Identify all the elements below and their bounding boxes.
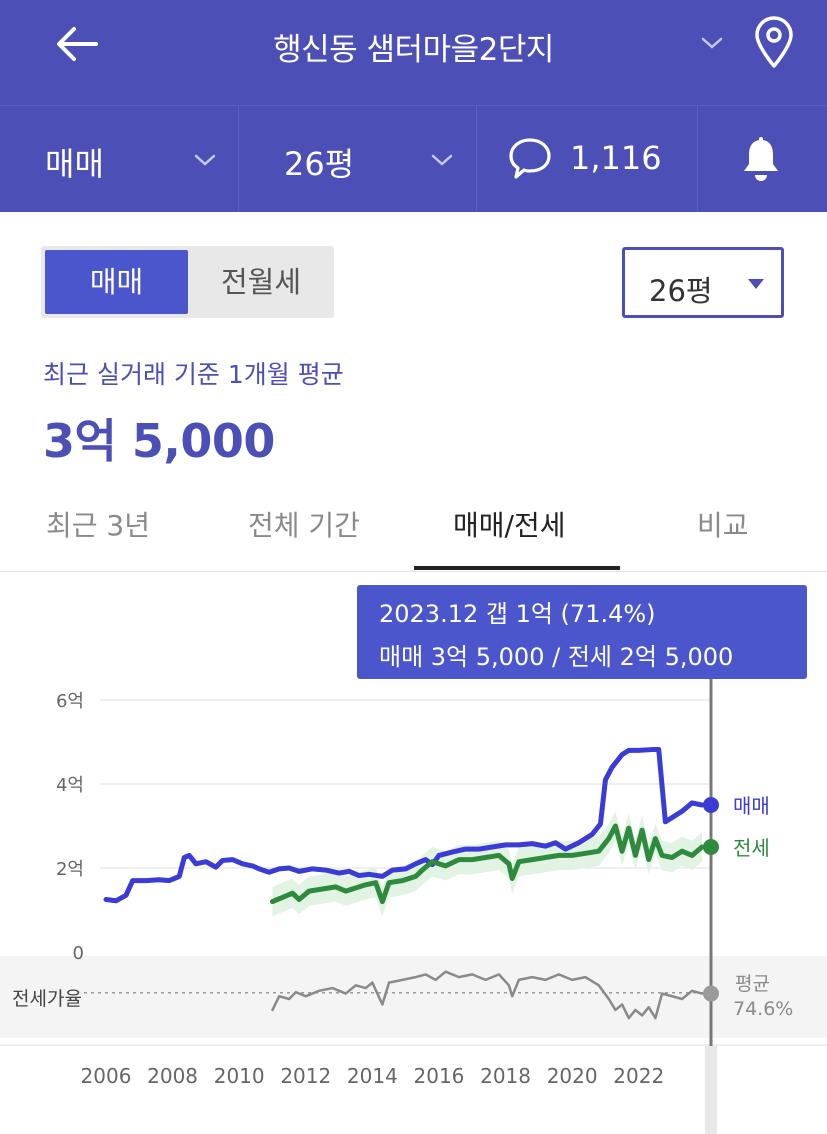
- ratio-endpoint-dot: [703, 985, 719, 1002]
- x-tick-label: 2020: [547, 1064, 598, 1088]
- sale-price-line: [103, 747, 705, 904]
- jeonse-series-label: 전세: [733, 836, 770, 860]
- x-tick-label: 2006: [81, 1064, 132, 1088]
- ratio-average-value: 74.6%: [733, 998, 793, 1020]
- size-dropdown[interactable]: 26평: [239, 106, 477, 212]
- ratio-band: [0, 956, 827, 1038]
- tab-all-period[interactable]: 전체 기간: [248, 509, 360, 542]
- average-price: 3억 5,000: [43, 414, 275, 468]
- chart-tooltip: 2023.12 갭 1억 (71.4%) 매매 3억 5,000 / 전세 2억…: [357, 585, 807, 679]
- size-select[interactable]: 26평: [622, 247, 784, 318]
- jeonse-range-band: [272, 811, 703, 917]
- jeonse-endpoint-dot: [703, 839, 719, 855]
- tooltip-price-line: 매매 3억 5,000 / 전세 2억 5,000: [379, 643, 734, 671]
- ratio-axis-label: 전세가율: [12, 988, 82, 1010]
- toggle-sale[interactable]: 매매: [45, 250, 188, 314]
- x-tick-label: 2010: [214, 1064, 265, 1088]
- x-tick-label: 2012: [280, 1064, 331, 1088]
- jeonse-ratio-line: [271, 970, 704, 1020]
- bell-icon: [744, 137, 778, 181]
- y-tick-label: 0: [73, 943, 84, 964]
- trade-toggle: 매매 전월세: [41, 246, 334, 318]
- sale-series-label: 매매: [733, 794, 770, 818]
- trade-type-label: 매매: [45, 145, 104, 183]
- toggle-rent[interactable]: 전월세: [220, 265, 302, 299]
- chevron-down-icon[interactable]: [700, 34, 724, 52]
- trade-type-dropdown[interactable]: 매매: [0, 106, 239, 212]
- chevron-down-icon: [431, 154, 453, 166]
- y-tick-label: 2억: [56, 859, 84, 880]
- x-tick-label: 2018: [480, 1064, 531, 1088]
- x-tick-label: 2008: [147, 1064, 198, 1088]
- tab-recent-3y[interactable]: 최근 3년: [46, 509, 150, 542]
- speech-bubble-icon: [509, 138, 551, 179]
- sale-endpoint-dot: [703, 797, 719, 813]
- ratio-average-label: 평균: [735, 973, 770, 995]
- notification-button[interactable]: [698, 106, 827, 212]
- x-tick-label: 2022: [613, 1064, 664, 1088]
- map-pin-icon[interactable]: [752, 16, 796, 70]
- chevron-down-icon: [194, 154, 216, 166]
- y-tick-label: 6억: [56, 691, 84, 712]
- y-tick-label: 4억: [56, 775, 84, 796]
- tooltip-gap-line: 2023.12 갭 1억 (71.4%): [379, 600, 656, 628]
- jeonse-price-line: [269, 823, 705, 905]
- caret-down-icon: [748, 279, 764, 289]
- size-select-value: 26평: [649, 274, 713, 308]
- tab-sale-jeonse[interactable]: 매매/전세: [453, 509, 566, 542]
- tab-compare[interactable]: 비교: [697, 509, 749, 542]
- comments-button[interactable]: 1,116: [477, 106, 698, 212]
- cursor-track: [705, 1046, 717, 1134]
- period-tabs: 최근 3년 전체 기간 매매/전세 비교: [0, 490, 827, 572]
- x-tick-label: 2014: [347, 1064, 398, 1088]
- arrow-left-icon[interactable]: [52, 24, 102, 64]
- page-title[interactable]: 행신동 샘터마을2단지: [273, 32, 554, 68]
- app-header: 행신동 샘터마을2단지: [0, 0, 827, 105]
- x-tick-label: 2016: [414, 1064, 465, 1088]
- active-tab-indicator: [414, 566, 620, 570]
- average-label: 최근 실거래 기준 1개월 평균: [43, 360, 344, 389]
- comment-count: 1,116: [570, 139, 662, 177]
- size-label: 26평: [284, 145, 355, 183]
- filter-bar: 매매 26평 1,116: [0, 105, 827, 212]
